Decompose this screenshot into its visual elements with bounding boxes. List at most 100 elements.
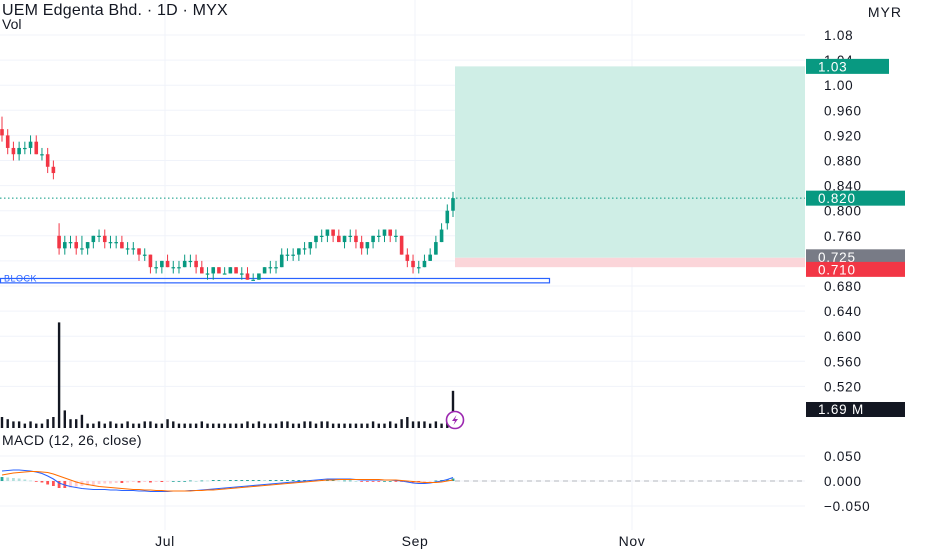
candle[interactable] (325, 229, 330, 236)
candle[interactable] (177, 267, 181, 269)
volume-bar[interactable] (69, 419, 72, 428)
volume-bar[interactable] (92, 423, 95, 428)
candle[interactable] (222, 273, 227, 275)
candle[interactable] (302, 248, 307, 250)
volume-bar[interactable] (177, 423, 181, 428)
candle[interactable] (11, 147, 16, 155)
candle[interactable] (228, 267, 233, 274)
volume-bar[interactable] (29, 421, 32, 428)
volume-bar[interactable] (354, 423, 358, 428)
volume-bar[interactable] (303, 421, 306, 428)
volume-bar[interactable] (400, 419, 403, 428)
volume-bar[interactable] (57, 322, 61, 428)
candle[interactable] (137, 248, 141, 255)
candle[interactable] (342, 235, 347, 243)
volume-bar[interactable] (360, 423, 363, 428)
volume-bar[interactable] (314, 423, 318, 428)
volume-bar[interactable] (246, 421, 249, 428)
volume-bar[interactable] (154, 423, 158, 428)
volume-bar[interactable] (343, 423, 346, 428)
volume-bar[interactable] (371, 421, 375, 428)
volume-badge[interactable] (806, 402, 905, 417)
candle[interactable] (23, 147, 27, 150)
candle[interactable] (274, 267, 278, 269)
candle[interactable] (388, 229, 393, 236)
volume-bar[interactable] (383, 423, 386, 428)
volume-bar[interactable] (297, 423, 301, 428)
candle[interactable] (234, 267, 238, 274)
volume-bar[interactable] (160, 423, 164, 428)
volume-bar[interactable] (63, 410, 66, 428)
volume-bar[interactable] (137, 423, 141, 428)
volume-bar[interactable] (86, 423, 89, 428)
candle[interactable] (102, 235, 107, 243)
candle[interactable] (40, 154, 44, 156)
volume-bar[interactable] (411, 421, 415, 428)
volume-bar[interactable] (394, 423, 398, 428)
volume-bar[interactable] (451, 390, 455, 428)
volume-bar[interactable] (217, 423, 221, 428)
stop-zone[interactable] (455, 257, 805, 268)
volume-bar[interactable] (223, 423, 226, 428)
volume-bar[interactable] (251, 423, 255, 428)
volume-bar[interactable] (35, 423, 38, 428)
candle[interactable] (331, 229, 335, 236)
candle[interactable] (445, 210, 450, 224)
volume-bar[interactable] (103, 423, 106, 428)
volume-bar[interactable] (440, 423, 443, 428)
volume-bar[interactable] (120, 423, 124, 428)
volume-bar[interactable] (12, 421, 15, 428)
candle[interactable] (439, 229, 444, 243)
volume-bar[interactable] (97, 421, 101, 428)
candle[interactable] (142, 254, 147, 256)
volume-bar[interactable] (377, 423, 380, 428)
volume-bar[interactable] (143, 421, 146, 428)
candle[interactable] (34, 141, 39, 155)
volume-bar[interactable] (17, 421, 21, 428)
candle[interactable] (165, 260, 170, 268)
candle[interactable] (217, 267, 221, 274)
candle[interactable] (394, 235, 398, 237)
volume-bar[interactable] (417, 421, 420, 428)
candle[interactable] (62, 242, 67, 249)
candle[interactable] (434, 242, 438, 255)
candle[interactable] (5, 135, 10, 148)
candle[interactable] (51, 166, 56, 174)
volume-bar[interactable] (423, 421, 426, 428)
volume-bar[interactable] (206, 423, 209, 428)
volume-bar[interactable] (326, 421, 329, 428)
volume-bar[interactable] (309, 421, 312, 428)
candle[interactable] (428, 254, 432, 261)
candle[interactable] (97, 235, 101, 237)
volume-bar[interactable] (126, 421, 129, 428)
candle[interactable] (359, 242, 364, 249)
volume-bar[interactable] (263, 423, 266, 428)
candle[interactable] (245, 273, 250, 280)
candle[interactable] (28, 141, 33, 148)
candle[interactable] (188, 260, 193, 263)
volume-bar[interactable] (75, 419, 78, 428)
stop-price-badge[interactable] (806, 261, 905, 277)
candle[interactable] (422, 260, 427, 268)
candle[interactable] (451, 198, 455, 211)
candle[interactable] (251, 279, 255, 281)
candle[interactable] (182, 260, 187, 268)
candle[interactable] (297, 248, 301, 255)
volume-bar[interactable] (183, 423, 186, 428)
candle[interactable] (405, 254, 410, 261)
volume-bar[interactable] (189, 423, 192, 428)
entry-price-badge[interactable] (806, 249, 905, 265)
volume-bar[interactable] (6, 419, 9, 428)
candle[interactable] (371, 235, 375, 243)
candle[interactable] (125, 248, 130, 250)
volume-bar[interactable] (229, 423, 232, 428)
volume-bar[interactable] (274, 423, 278, 428)
volume-bar[interactable] (172, 421, 175, 428)
candle[interactable] (348, 235, 353, 237)
candle[interactable] (108, 242, 113, 244)
volume-bar[interactable] (280, 421, 283, 428)
candle[interactable] (0, 129, 4, 136)
candle[interactable] (91, 235, 96, 243)
volume-bar[interactable] (366, 423, 369, 428)
candle[interactable] (416, 267, 421, 269)
